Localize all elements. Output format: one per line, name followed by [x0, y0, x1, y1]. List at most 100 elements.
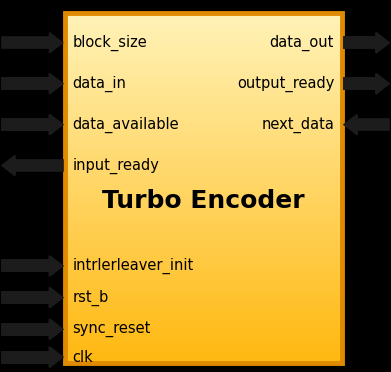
- Bar: [65, 85, 342, 86]
- Bar: [65, 250, 342, 251]
- Bar: [2, 119, 50, 130]
- Bar: [65, 318, 342, 320]
- Bar: [65, 163, 342, 164]
- Polygon shape: [50, 347, 63, 367]
- Bar: [65, 29, 342, 31]
- Bar: [65, 45, 342, 46]
- Bar: [65, 25, 342, 26]
- Bar: [65, 342, 342, 343]
- Bar: [65, 330, 342, 331]
- Bar: [65, 13, 342, 363]
- Bar: [15, 160, 63, 171]
- Bar: [65, 189, 342, 190]
- Bar: [65, 56, 342, 57]
- Bar: [65, 141, 342, 142]
- Bar: [65, 317, 342, 318]
- Bar: [65, 68, 342, 69]
- Bar: [2, 37, 50, 48]
- Bar: [65, 298, 342, 299]
- Polygon shape: [376, 33, 389, 53]
- Bar: [65, 64, 342, 65]
- Bar: [65, 335, 342, 336]
- Bar: [65, 355, 342, 356]
- Bar: [65, 346, 342, 347]
- Text: intrlerleaver_init: intrlerleaver_init: [72, 258, 194, 274]
- Text: next_data: next_data: [261, 116, 334, 133]
- Bar: [65, 224, 342, 225]
- Bar: [65, 96, 342, 97]
- Bar: [65, 118, 342, 119]
- Bar: [65, 145, 342, 146]
- Bar: [65, 267, 342, 268]
- Bar: [65, 131, 342, 132]
- Bar: [65, 201, 342, 202]
- Bar: [65, 264, 342, 265]
- Bar: [65, 199, 342, 201]
- Bar: [65, 112, 342, 113]
- Bar: [65, 196, 342, 197]
- Bar: [65, 328, 342, 329]
- Text: Turbo Encoder: Turbo Encoder: [102, 189, 305, 213]
- Bar: [65, 53, 342, 54]
- Bar: [65, 291, 342, 292]
- Bar: [65, 218, 342, 219]
- Bar: [65, 350, 342, 351]
- Bar: [344, 37, 376, 48]
- Bar: [65, 321, 342, 322]
- Bar: [65, 245, 342, 246]
- Text: clk: clk: [72, 350, 93, 365]
- Bar: [2, 352, 50, 363]
- Bar: [65, 229, 342, 230]
- Bar: [65, 27, 342, 28]
- Bar: [65, 238, 342, 239]
- Bar: [65, 331, 342, 333]
- Bar: [65, 99, 342, 100]
- Bar: [65, 74, 342, 75]
- Bar: [65, 105, 342, 106]
- Bar: [65, 273, 342, 274]
- Bar: [65, 134, 342, 135]
- Bar: [65, 323, 342, 324]
- Bar: [65, 314, 342, 315]
- Bar: [65, 260, 342, 261]
- Bar: [65, 279, 342, 280]
- Bar: [65, 268, 342, 269]
- Bar: [65, 239, 342, 240]
- Bar: [65, 195, 342, 196]
- Bar: [65, 158, 342, 159]
- Bar: [65, 254, 342, 256]
- Bar: [65, 84, 342, 85]
- Bar: [65, 61, 342, 62]
- Polygon shape: [50, 319, 63, 339]
- Bar: [65, 80, 342, 81]
- Bar: [65, 289, 342, 291]
- Bar: [65, 204, 342, 205]
- Bar: [65, 86, 342, 88]
- Bar: [65, 288, 342, 289]
- Bar: [65, 190, 342, 191]
- Bar: [65, 135, 342, 137]
- Bar: [65, 38, 342, 39]
- Bar: [65, 193, 342, 194]
- Bar: [65, 343, 342, 344]
- Bar: [65, 125, 342, 126]
- Bar: [65, 31, 342, 32]
- Bar: [65, 51, 342, 53]
- Bar: [65, 203, 342, 204]
- Bar: [65, 251, 342, 252]
- Bar: [65, 197, 342, 198]
- Bar: [65, 281, 342, 282]
- Bar: [65, 155, 342, 156]
- Bar: [65, 327, 342, 328]
- Bar: [65, 240, 342, 241]
- Bar: [65, 292, 342, 293]
- Bar: [65, 168, 342, 169]
- Bar: [65, 21, 342, 22]
- Bar: [65, 93, 342, 94]
- Bar: [65, 226, 342, 228]
- Bar: [65, 73, 342, 74]
- Bar: [65, 336, 342, 337]
- Bar: [65, 274, 342, 275]
- Polygon shape: [50, 74, 63, 94]
- Bar: [65, 194, 342, 195]
